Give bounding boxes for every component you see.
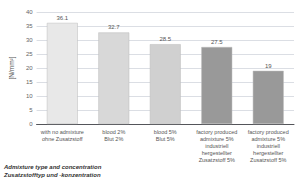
svg-text:blood 5%: blood 5% xyxy=(154,129,177,135)
svg-text:industriell: industriell xyxy=(205,143,228,149)
svg-text:35: 35 xyxy=(26,23,33,29)
svg-text:ohne Zusatzstoff: ohne Zusatzstoff xyxy=(42,136,83,142)
svg-text:Zusatzstofftyp und -konzentrat: Zusatzstofftyp und -konzentration xyxy=(3,172,101,178)
svg-text:hergestellter: hergestellter xyxy=(202,150,232,156)
svg-text:factory produced: factory produced xyxy=(196,129,237,135)
svg-text:40: 40 xyxy=(26,9,33,15)
svg-text:10: 10 xyxy=(26,93,33,99)
svg-text:factory produced: factory produced xyxy=(248,129,289,135)
svg-text:32.7: 32.7 xyxy=(108,24,120,30)
svg-text:admixture 5%: admixture 5% xyxy=(200,136,234,142)
svg-text:Zusatzstoff 5%: Zusatzstoff 5% xyxy=(250,157,286,163)
svg-text:30: 30 xyxy=(26,37,33,43)
svg-text:[N/mm²]: [N/mm²] xyxy=(8,56,16,79)
svg-text:5: 5 xyxy=(29,107,33,113)
svg-text:industriell: industriell xyxy=(257,143,280,149)
svg-text:0: 0 xyxy=(29,121,33,127)
svg-text:Admixture type and concentrati: Admixture type and concentration xyxy=(3,164,102,170)
svg-text:20: 20 xyxy=(26,65,33,71)
svg-text:admixture 5%: admixture 5% xyxy=(251,136,285,142)
svg-text:15: 15 xyxy=(26,79,33,85)
svg-text:Blut 2%: Blut 2% xyxy=(104,136,123,142)
svg-text:25: 25 xyxy=(26,51,33,57)
svg-text:27.5: 27.5 xyxy=(211,39,223,45)
svg-text:Zusatzstoff 5%: Zusatzstoff 5% xyxy=(199,157,235,163)
svg-text:19: 19 xyxy=(265,63,272,69)
svg-text:Blut 5%: Blut 5% xyxy=(156,136,175,142)
svg-text:36.1: 36.1 xyxy=(56,15,68,21)
svg-text:28.5: 28.5 xyxy=(159,36,171,42)
svg-text:blood 2%: blood 2% xyxy=(102,129,125,135)
svg-text:with no admixture: with no admixture xyxy=(40,129,84,135)
svg-text:hergestellter: hergestellter xyxy=(253,150,283,156)
